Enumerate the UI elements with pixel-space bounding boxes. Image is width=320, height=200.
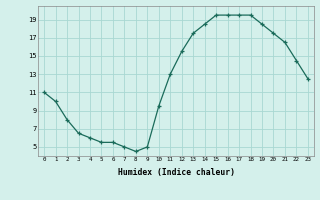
X-axis label: Humidex (Indice chaleur): Humidex (Indice chaleur)	[117, 168, 235, 177]
